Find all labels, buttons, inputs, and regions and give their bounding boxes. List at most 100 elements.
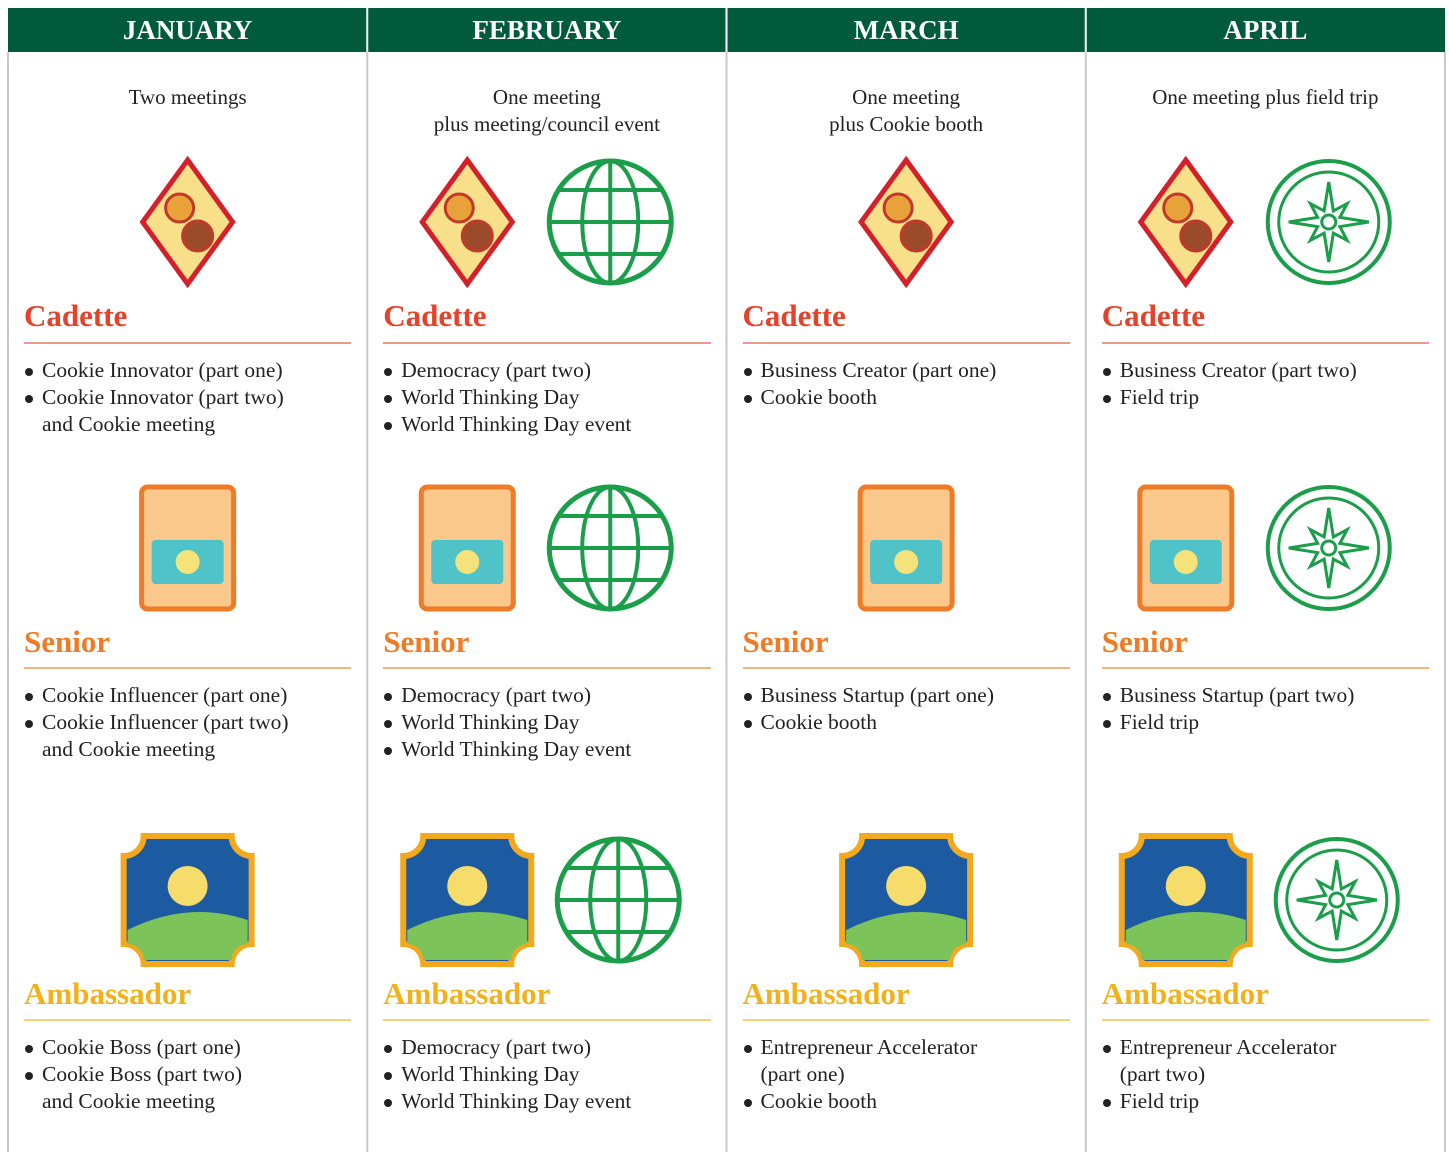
column-summary: Two meetings: [128, 85, 247, 109]
badge-icon: [1273, 837, 1400, 963]
badge-icon: [839, 833, 974, 967]
bullet: [1102, 720, 1111, 728]
bullet: [25, 1045, 33, 1053]
list-item: Business Startup (part two): [1102, 682, 1449, 709]
level-rule: [383, 1019, 711, 1021]
list-item: World Thinking Day event: [383, 1088, 736, 1115]
bullet: [743, 395, 752, 403]
bullet: [1102, 1099, 1111, 1107]
bullet: [743, 720, 752, 728]
badge-detail: [127, 912, 248, 960]
badge-detail: [407, 912, 528, 960]
list-item: Cookie booth: [743, 709, 1096, 736]
badge-detail: [1125, 912, 1246, 960]
bullet: [384, 720, 393, 728]
bullet: [25, 395, 33, 403]
badge-icon: [858, 155, 955, 289]
badge-detail: [1328, 891, 1346, 909]
badge-detail: [1277, 170, 1381, 274]
badge-detail: [1288, 507, 1369, 589]
badge-detail: [167, 866, 208, 906]
bullet: [384, 693, 393, 701]
badge-detail: [164, 192, 196, 224]
list-item: Business Creator (part one): [743, 357, 1096, 384]
level-rule: [383, 667, 711, 669]
badge-detail: [846, 912, 967, 960]
list-item: Cookie booth: [743, 384, 1096, 411]
badge-icon: [419, 155, 516, 289]
badge-detail: [1277, 496, 1381, 600]
level-title: Senior: [24, 624, 111, 659]
level-title: Cadette: [742, 298, 846, 333]
badge-detail: [443, 192, 475, 224]
column-summary: One meeting plus meeting/council event: [433, 85, 661, 136]
list-item: Democracy (part two): [383, 357, 736, 384]
badge-shape: [1273, 837, 1400, 963]
list-item: Field trip: [1102, 709, 1449, 736]
level-title: Cadette: [383, 298, 487, 333]
badge-detail: [1179, 219, 1213, 253]
list-item: World Thinking Day: [383, 709, 736, 736]
bullet: [1102, 368, 1111, 376]
list-item: Field trip: [1102, 384, 1449, 411]
list-item: Democracy (part two): [383, 682, 736, 709]
badge-icon: [1137, 484, 1235, 612]
bullet: [743, 693, 752, 701]
level-title: Senior: [1101, 624, 1188, 659]
badge-detail: [1320, 539, 1338, 557]
list-item: World Thinking Day: [383, 384, 736, 411]
list-item: Cookie Boss (part one): [24, 1034, 377, 1061]
bullet: [25, 368, 33, 376]
badge-shape: [419, 155, 516, 289]
level-title: Cadette: [1101, 298, 1206, 333]
list-item: World Thinking Day: [383, 1061, 736, 1088]
badge-shape: [858, 155, 955, 289]
month-header: MARCH: [853, 15, 959, 45]
bullet: [743, 368, 752, 376]
badge-detail: [447, 866, 488, 906]
level-title: Ambassador: [24, 976, 192, 1011]
month-header: APRIL: [1223, 15, 1308, 45]
bullet: [1102, 395, 1111, 403]
level-title: Ambassador: [742, 976, 910, 1011]
level-rule: [1101, 342, 1429, 344]
list-item: Cookie Innovator (part two) and Cookie m…: [24, 384, 377, 438]
badge-detail: [1173, 550, 1198, 574]
level-rule: [24, 667, 352, 669]
badge-detail: [886, 866, 927, 906]
bullet: [384, 395, 393, 403]
badge-detail: [1288, 181, 1369, 263]
badge-detail: [899, 219, 933, 253]
level-title: Senior: [383, 624, 470, 659]
list-item: World Thinking Day event: [383, 736, 736, 763]
badge-shape: [139, 155, 236, 289]
list-item: Business Startup (part one): [743, 682, 1096, 709]
list-item: Cookie Influencer (part one): [24, 682, 377, 709]
badge-shape: [1137, 155, 1234, 289]
bullet: [25, 693, 33, 701]
badge-shape: [1265, 485, 1392, 611]
bullet: [25, 720, 33, 728]
badge-icon: [1265, 159, 1392, 285]
badge-icon: [554, 836, 682, 964]
level-title: Ambassador: [383, 976, 551, 1011]
badge-detail: [882, 192, 914, 224]
list-item: Democracy (part two): [383, 1034, 736, 1061]
list-item: Entrepreneur Accelerator (part one): [743, 1034, 1096, 1088]
badge-icon: [120, 833, 255, 967]
list-item: World Thinking Day event: [383, 411, 736, 438]
bullet: [384, 1045, 393, 1053]
badge-icon: [139, 484, 237, 612]
badge-detail: [894, 550, 919, 574]
badge-detail: [1296, 859, 1377, 941]
bullet: [384, 747, 393, 755]
badge-detail: [175, 550, 200, 574]
level-rule: [24, 1019, 352, 1021]
badge-detail: [1162, 192, 1194, 224]
bullet: [743, 1045, 752, 1053]
bullet: [25, 1072, 33, 1080]
list-item: Field trip: [1102, 1088, 1449, 1115]
level-rule: [383, 342, 711, 344]
